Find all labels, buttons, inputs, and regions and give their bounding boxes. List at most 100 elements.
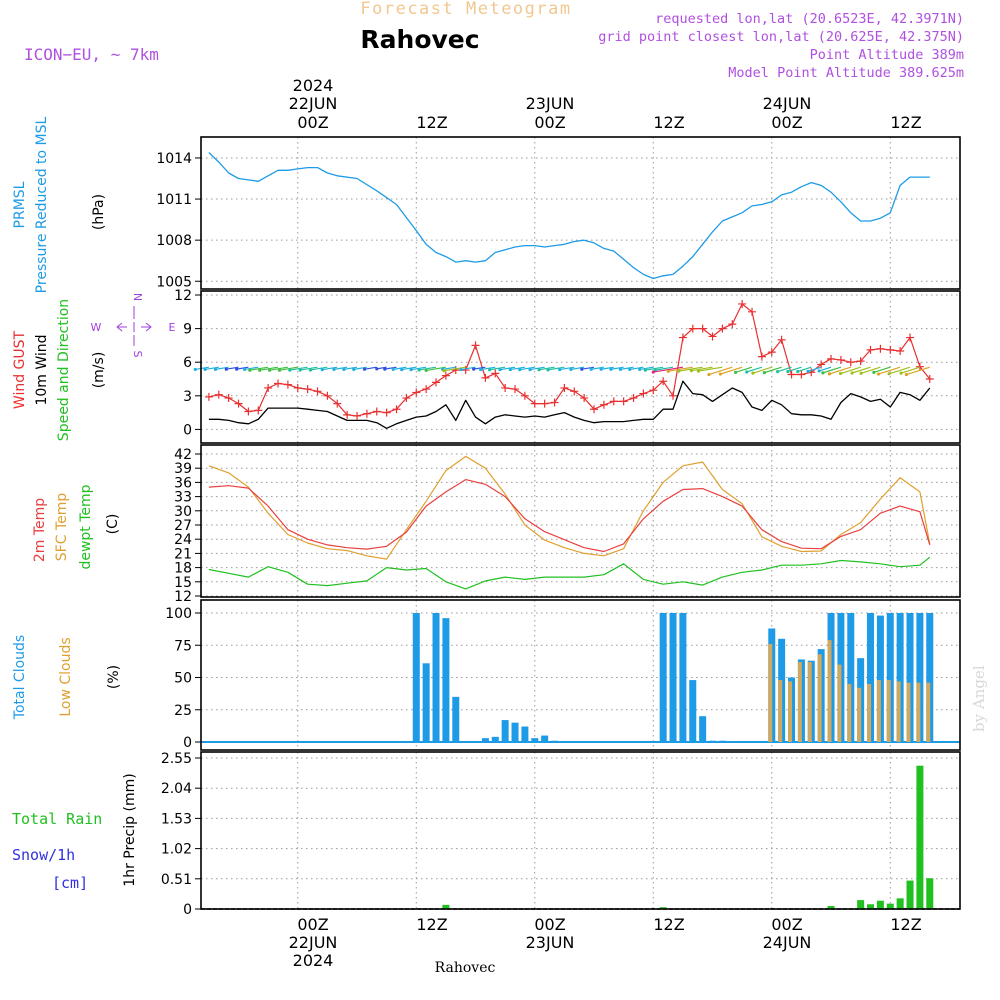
wind-arrow-head: [235, 367, 239, 371]
ytick-label-p4-0: 0: [183, 902, 192, 918]
gust-marker: [520, 391, 529, 400]
wind-arrow-head: [248, 368, 252, 372]
gust-marker: [570, 387, 579, 396]
pressure-label-main: PRMSL: [12, 181, 28, 228]
wind-direction-arrow: [752, 366, 772, 374]
watermark: by Angel: [970, 665, 988, 732]
gust-marker: [234, 399, 243, 408]
cloud-low-label: Low Clouds: [58, 637, 74, 716]
wind-arrow-head: [298, 368, 302, 372]
wind-direction-arrow: [215, 366, 229, 370]
wind-direction-arrow: [851, 366, 871, 374]
wind-direction-arrow: [269, 366, 288, 371]
ytick-label-p1-3: 9: [183, 322, 192, 338]
top-tick-3: 00Z: [534, 113, 565, 132]
wind-arrow-head: [267, 368, 272, 372]
gust-marker: [481, 373, 490, 382]
top-date-2: 23JUN: [526, 94, 575, 113]
low-cloud-bar: [906, 682, 911, 742]
wind-direction-arrow: [443, 366, 466, 372]
wind-direction-arrow: [829, 366, 851, 375]
gust-marker: [669, 391, 678, 400]
gust-marker: [333, 399, 342, 408]
wind-arrow-head: [537, 368, 541, 372]
wind-arrow-head: [689, 369, 693, 373]
wind-direction-arrow: [746, 366, 763, 373]
footer-location: Rahovec: [435, 960, 496, 976]
gust-marker: [787, 370, 796, 379]
low-cloud-bar: [778, 680, 783, 742]
top-date-1: 22JUN: [289, 94, 338, 113]
total-cloud-bar: [412, 613, 420, 742]
bottom-date-3: 24JUN: [763, 933, 812, 952]
total-cloud-bar: [541, 735, 549, 742]
gust-marker: [866, 345, 875, 354]
gust-marker: [659, 377, 668, 386]
low-cloud-bar: [817, 654, 822, 742]
rain-bar: [876, 900, 884, 909]
compass-rose: W E N S: [91, 293, 176, 358]
wind-arrow-head: [409, 368, 413, 372]
wind-direction-arrow: [473, 366, 486, 370]
wind-arrow-head: [383, 367, 387, 371]
panel-frame-4: [200, 751, 961, 910]
gust-marker: [836, 355, 845, 364]
wind-direction-arrow: [655, 366, 674, 371]
wind-direction-arrow: [279, 366, 298, 371]
gust-marker: [748, 307, 757, 316]
top-date-3: 24JUN: [763, 94, 812, 113]
wind-arrow-head: [362, 367, 367, 371]
wind-direction-arrow: [499, 366, 516, 371]
wind-arrow-head: [288, 368, 292, 372]
gust-marker: [619, 397, 628, 406]
wind-arrow-head: [203, 367, 207, 372]
gust-marker: [906, 333, 915, 342]
ytick-label-p2-2: 18: [174, 561, 192, 577]
wind-direction-arrow: [510, 366, 525, 371]
total-cloud-bar: [679, 613, 687, 742]
wind-direction-arrow: [289, 366, 308, 371]
pressure-line: [208, 152, 930, 280]
wind-arrow-head: [599, 367, 603, 371]
wind-arrow-head: [796, 369, 800, 374]
wind-arrow-head: [375, 367, 379, 371]
gust-marker: [204, 392, 213, 401]
wind-direction-arrow: [906, 366, 930, 376]
wind-direction-arrow: [236, 366, 249, 370]
gust-marker: [382, 408, 391, 417]
ytick-label-p2-3: 21: [174, 546, 192, 562]
wind-arrow-head: [775, 369, 780, 374]
gust-marker: [708, 332, 717, 341]
gust-marker: [767, 348, 776, 357]
wind-direction-arrow: [538, 366, 555, 371]
wind-arrow-head: [751, 371, 755, 375]
location-title: Rahovec: [360, 25, 479, 54]
gust-marker: [441, 371, 450, 380]
gust-marker: [224, 394, 233, 403]
requested-coords: requested lon,lat (20.6523E, 42.3971N): [655, 11, 964, 27]
wind-dir-label: Speed and Direction: [56, 299, 72, 441]
low-cloud-bar: [788, 681, 793, 742]
low-cloud-bar: [916, 682, 921, 742]
wind-arrow-head: [193, 367, 197, 372]
gust-marker: [274, 379, 283, 388]
total-cloud-bar: [699, 716, 707, 742]
wind-direction-arrow: [333, 366, 348, 370]
point-altitude: Point Altitude 389m: [810, 47, 964, 63]
compass-east: E: [169, 321, 176, 334]
gust-marker: [817, 360, 826, 369]
low-cloud-bar: [797, 662, 802, 742]
rain-bar: [442, 904, 450, 909]
bottom-tick-2: 12Z: [416, 915, 447, 934]
wind-arrow-head: [827, 372, 832, 376]
wind-direction-arrow: [668, 366, 693, 372]
wind-direction-arrow: [411, 366, 427, 371]
wind-arrow-head: [569, 367, 573, 371]
wind-direction-arrow: [581, 366, 595, 370]
gust-marker: [757, 352, 766, 361]
wind-arrow-head: [806, 369, 810, 373]
gust-marker: [293, 383, 302, 392]
ytick-label-p2-0: 12: [174, 589, 192, 605]
gust-marker: [550, 398, 559, 407]
gust-marker: [629, 394, 638, 403]
